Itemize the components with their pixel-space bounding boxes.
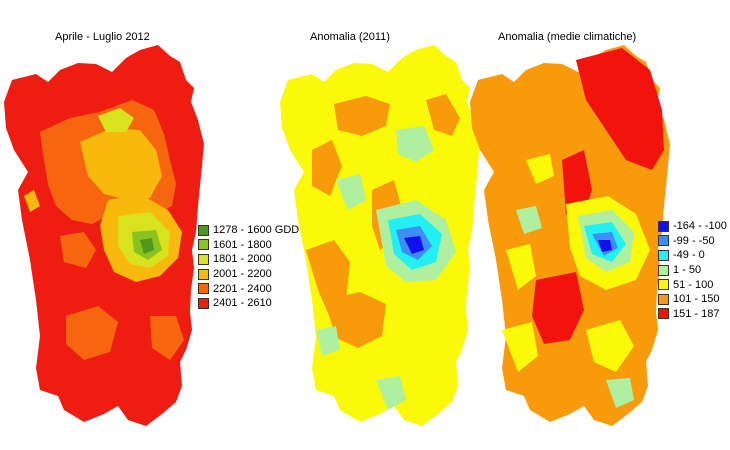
legend-label: 2401 - 2610 — [213, 297, 272, 310]
legend-label: 1 - 50 — [673, 264, 702, 277]
map-anomaly-climatic — [470, 45, 670, 426]
legend-label: -49 - 0 — [673, 249, 705, 262]
legend-label: 151 - 187 — [673, 307, 720, 320]
legend-label: -164 - -100 — [673, 220, 727, 233]
panel-2-title: Anomalia (2011) — [310, 31, 390, 43]
legend-swatch — [658, 235, 669, 247]
legend-item: 2401 - 2610 — [198, 296, 299, 311]
legend-label: 2201 - 2400 — [213, 282, 272, 295]
legend-swatch — [198, 297, 209, 309]
legend-item: -99 - -50 — [658, 234, 727, 249]
legend-label: 1278 - 1600 GDD — [213, 224, 300, 237]
legend-swatch — [658, 249, 669, 261]
legend-item: 2201 - 2400 — [198, 281, 299, 296]
panel-1-title: Aprile - Luglio 2012 — [55, 31, 150, 43]
legend-item: 1601 - 1800 — [198, 238, 299, 253]
legend-swatch — [198, 224, 209, 236]
legend-swatch — [198, 268, 209, 280]
legend-swatch — [658, 264, 669, 276]
legend-label: 101 - 150 — [673, 293, 720, 306]
legend-item: 2001 - 2200 — [198, 267, 299, 282]
legend-item: -49 - 0 — [658, 248, 727, 263]
legend-swatch — [658, 308, 669, 320]
legend-label: 1601 - 1800 — [213, 238, 272, 251]
legend-anomaly: -164 - -100 -99 - -50 -49 - 0 1 - 50 51 … — [658, 219, 727, 321]
legend-gdd: 1278 - 1600 GDD 1601 - 1800 1801 - 2000 … — [198, 223, 299, 311]
legend-item: 101 - 150 — [658, 292, 727, 307]
legend-item: 1 - 50 — [658, 263, 727, 278]
legend-item: 51 - 100 — [658, 277, 727, 292]
legend-swatch — [658, 293, 669, 305]
legend-label: 2001 - 2200 — [213, 268, 272, 281]
legend-label: 51 - 100 — [673, 278, 714, 291]
legend-item: 1801 - 2000 — [198, 252, 299, 267]
map-gdd — [4, 45, 204, 426]
legend-item: 151 - 187 — [658, 307, 727, 322]
legend-label: -99 - -50 — [673, 234, 715, 247]
legend-swatch — [658, 279, 669, 291]
legend-swatch — [198, 253, 209, 265]
legend-swatch — [198, 239, 209, 251]
panel-3-title: Anomalia (medie climatiche) — [498, 31, 637, 43]
legend-swatch — [658, 220, 669, 232]
legend-item: 1278 - 1600 GDD — [198, 223, 299, 238]
map-anomaly-2011 — [280, 45, 480, 426]
legend-item: -164 - -100 — [658, 219, 727, 234]
legend-swatch — [198, 283, 209, 295]
legend-label: 1801 - 2000 — [213, 253, 272, 266]
